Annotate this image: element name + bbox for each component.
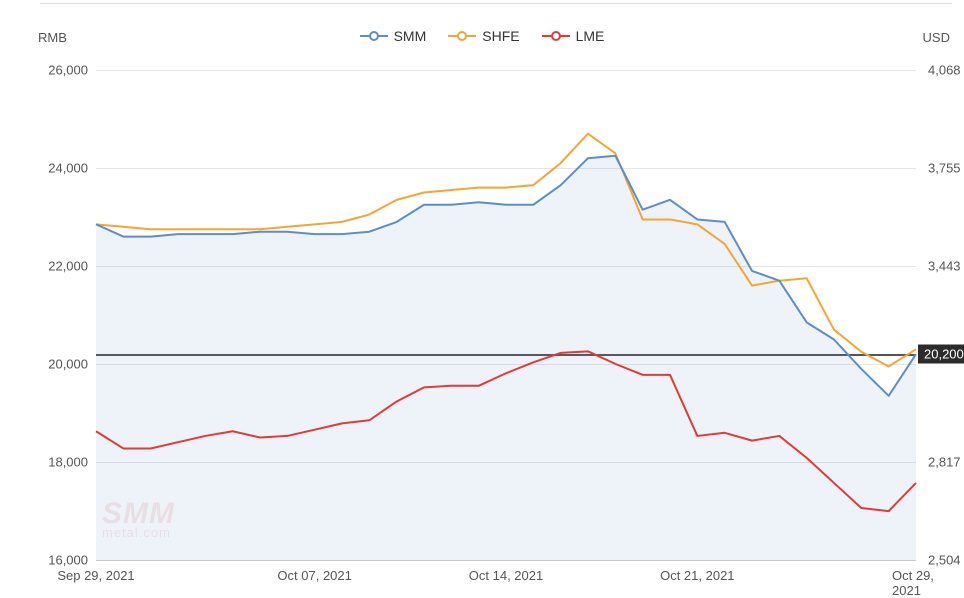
series-area-smm xyxy=(96,156,916,560)
chart-svg xyxy=(0,0,964,591)
price-chart: RMB USD SMM SHFE LME 16,00018,00020,0002… xyxy=(0,0,964,591)
